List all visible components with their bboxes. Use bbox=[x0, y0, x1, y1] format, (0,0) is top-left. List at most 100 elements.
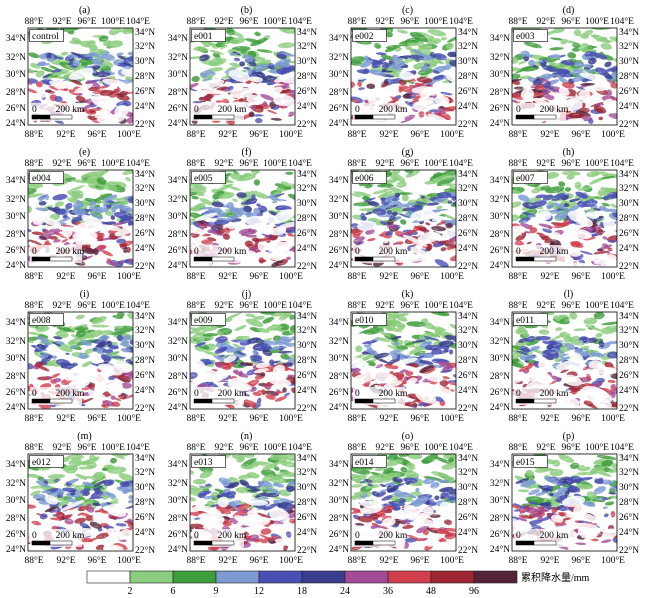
lat-tick-label: 30°N bbox=[297, 56, 317, 67]
lat-tick-label: 32°N bbox=[329, 478, 349, 489]
lon-tick-label: 92°E bbox=[379, 413, 398, 424]
lat-tick-label: 28°N bbox=[135, 497, 155, 508]
lat-tick-label: 30°N bbox=[168, 69, 188, 80]
lat-tick-label: 26°N bbox=[619, 512, 639, 523]
lon-tick-label: 96°E bbox=[571, 129, 590, 140]
panels-layer: (a) 88°E 92°E 96°E 100°E 104°E 34°N 32°N 30°N 28°… bbox=[6, 5, 639, 566]
lon-tick-label: 92°E bbox=[56, 129, 75, 140]
run-label-box bbox=[191, 313, 226, 326]
map-frame bbox=[511, 311, 618, 410]
scale-bar-black bbox=[193, 540, 213, 546]
lon-tick-label: 96°E bbox=[77, 158, 96, 169]
map-frame bbox=[27, 169, 134, 268]
lat-tick-label: 24°N bbox=[619, 527, 639, 538]
lon-tick-label: 96°E bbox=[571, 271, 590, 282]
lon-tick-label: 100°E bbox=[440, 413, 464, 424]
lon-tick-label: 92°E bbox=[540, 271, 559, 282]
lat-tick-label: 34°N bbox=[619, 169, 639, 180]
map-panel: (m)88°E 92°E 96°E 100°E 104°E34°N32°N30°N28°… bbox=[6, 431, 155, 566]
run-label-box bbox=[29, 29, 64, 42]
lat-tick-label: 30°N bbox=[168, 353, 188, 364]
lat-tick-label: 32°N bbox=[135, 325, 155, 336]
run-label-box bbox=[29, 455, 64, 468]
scale-bar-black bbox=[31, 256, 51, 262]
lat-tick-label: 32°N bbox=[135, 183, 155, 194]
run-label: e014 bbox=[355, 458, 374, 468]
panel-letter: (l) bbox=[564, 289, 573, 300]
run-label: e003 bbox=[516, 32, 535, 42]
lon-tick-label: 100°E bbox=[263, 300, 287, 311]
lat-tick-label: 32°N bbox=[619, 467, 639, 478]
lat-tick-label: 32°N bbox=[168, 52, 188, 63]
lon-tick-label: 104°E bbox=[610, 442, 634, 453]
lon-tick-label: 88°E bbox=[347, 129, 366, 140]
scale-zero-label: 0 bbox=[516, 105, 521, 115]
lon-tick-label: 96°E bbox=[410, 555, 429, 566]
lon-tick-label: 96°E bbox=[77, 442, 96, 453]
lon-tick-label: 92°E bbox=[536, 442, 555, 453]
scale-distance-label: 200 km bbox=[540, 247, 569, 257]
lat-tick-label: 34°N bbox=[6, 33, 26, 44]
panel-letter: (j) bbox=[242, 289, 251, 300]
lon-tick-label: 92°E bbox=[52, 442, 71, 453]
run-label-box bbox=[352, 29, 387, 42]
lat-tick-label: 22°N bbox=[135, 403, 155, 414]
lon-tick-label: 92°E bbox=[218, 271, 237, 282]
panel-letter: (g) bbox=[402, 147, 414, 158]
lat-tick-label: 24°N bbox=[6, 544, 26, 555]
lat-tick-label: 26°N bbox=[297, 228, 317, 239]
lat-tick-label: 26°N bbox=[6, 245, 26, 256]
lat-tick-label: 22°N bbox=[619, 119, 639, 130]
map-frame bbox=[350, 169, 457, 268]
scale-bar-white bbox=[372, 540, 396, 546]
lon-tick-label: 100°E bbox=[101, 16, 125, 27]
lon-tick-label: 96°E bbox=[239, 16, 258, 27]
lon-tick-label: 92°E bbox=[56, 555, 75, 566]
lat-tick-label: 24°N bbox=[6, 118, 26, 129]
scale-bar-white bbox=[49, 398, 73, 404]
lat-tick-label: 26°N bbox=[619, 228, 639, 239]
lon-tick-label: 88°E bbox=[24, 129, 43, 140]
map-panel: (g)88°E 92°E 96°E 100°E 104°E34°N32°N30°N28°… bbox=[329, 147, 478, 282]
lat-tick-label: 24°N bbox=[329, 260, 349, 271]
lon-tick-label: 100°E bbox=[601, 413, 625, 424]
lat-tick-label: 34°N bbox=[168, 459, 188, 470]
lon-tick-label: 88°E bbox=[508, 413, 527, 424]
lon-tick-label: 88°E bbox=[186, 413, 205, 424]
colorbar-swatch bbox=[129, 570, 174, 584]
lat-tick-label: 34°N bbox=[458, 311, 478, 322]
lon-tick-label: 88°E bbox=[24, 271, 43, 282]
lat-tick-label: 26°N bbox=[490, 245, 510, 256]
lat-tick-label: 26°N bbox=[619, 86, 639, 97]
lat-tick-label: 28°N bbox=[619, 213, 639, 224]
colorbar-swatch bbox=[344, 570, 389, 584]
colorbar-swatch bbox=[215, 570, 260, 584]
lat-tick-label: 32°N bbox=[458, 325, 478, 336]
lon-tick-label: 92°E bbox=[536, 300, 555, 311]
lon-tick-label: 104°E bbox=[449, 442, 473, 453]
lon-tick-label: 100°E bbox=[424, 158, 448, 169]
lon-tick-label: 100°E bbox=[585, 158, 609, 169]
lat-tick-label: 32°N bbox=[458, 41, 478, 52]
lat-tick-label: 24°N bbox=[135, 385, 155, 396]
lat-tick-label: 34°N bbox=[297, 169, 317, 180]
lat-tick-label: 30°N bbox=[297, 340, 317, 351]
lat-tick-label: 32°N bbox=[490, 478, 510, 489]
map-frame bbox=[350, 453, 457, 552]
lon-tick-label: 100°E bbox=[263, 16, 287, 27]
colorbar-tick-label: 12 bbox=[254, 586, 264, 597]
lon-tick-label: 92°E bbox=[536, 16, 555, 27]
lon-tick-label: 100°E bbox=[117, 555, 141, 566]
lon-tick-label: 92°E bbox=[379, 271, 398, 282]
lon-tick-label: 92°E bbox=[214, 16, 233, 27]
lon-tick-label: 100°E bbox=[440, 555, 464, 566]
panel-letter: (a) bbox=[79, 5, 90, 16]
lon-tick-label: 104°E bbox=[126, 442, 150, 453]
map-frame bbox=[350, 27, 457, 126]
lat-tick-label: 32°N bbox=[168, 478, 188, 489]
lat-tick-label: 24°N bbox=[168, 118, 188, 129]
lat-tick-label: 28°N bbox=[490, 513, 510, 524]
colorbar-swatch bbox=[258, 570, 303, 584]
lat-tick-label: 26°N bbox=[329, 103, 349, 114]
